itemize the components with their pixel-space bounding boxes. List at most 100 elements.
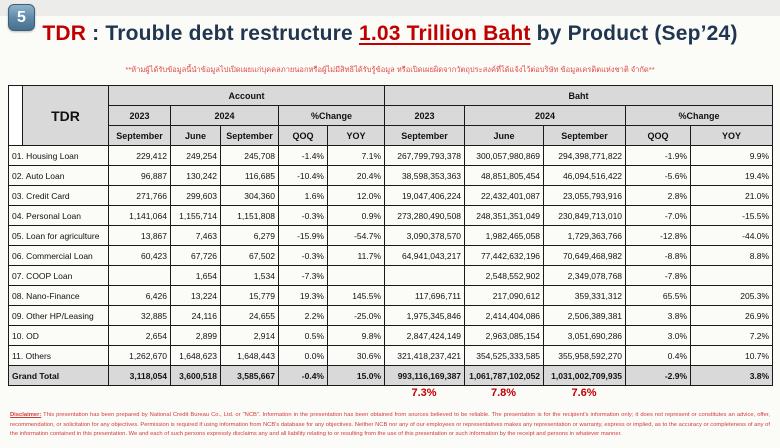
header-account-pct-change: %Change — [277, 105, 386, 126]
cell-baht-jun24: 217,090,612 — [464, 285, 545, 306]
cell-baht-yoy: 10.7% — [690, 345, 774, 366]
cell-account-qoq: -1.4% — [278, 145, 328, 166]
cell-baht-jun24: 48,851,805,454 — [464, 165, 545, 186]
title-highlight: 1.03 Trillion Baht — [358, 22, 531, 45]
cell-baht-qoq: 65.5% — [625, 285, 692, 306]
cell-account-qoq: -0.4% — [278, 365, 328, 386]
cell-baht-qoq: -7.8% — [625, 265, 692, 286]
cell-baht-sep23 — [384, 265, 466, 286]
thai-confidentiality-note: **ห้ามผู้ได้รับข้อมูลนี้นำข้อมูลไปเปิดเผ… — [125, 65, 655, 74]
header-row-sections: TDR Account Baht — [8, 85, 774, 146]
cell-baht-sep24: 2,506,389,381 — [543, 305, 627, 326]
cell-baht-sep24: 3,051,690,286 — [543, 325, 627, 346]
cell-account-sep23 — [108, 265, 171, 286]
table-row: 10. OD 2,654 2,899 2,914 0.5% 9.8% 2,847,424,1… — [8, 325, 774, 346]
cell-account-qoq: 0.5% — [278, 325, 328, 346]
header-baht-2024: 2024 — [464, 105, 627, 126]
table-header: TDR Account Baht 2023 2024 %Change 2023 … — [8, 85, 774, 146]
table-row: 07. COOP Loan 1,654 1,534 -7.3% 2,548,552,90… — [8, 265, 774, 286]
cell-account-sep24: 3,585,667 — [220, 365, 279, 386]
footer-pct-jun24: 7.8% — [490, 387, 517, 399]
grand-total-row: Grand Total 3,118,054 3,600,518 3,585,667 -0… — [8, 365, 774, 386]
cell-account-jun24: 24,116 — [170, 305, 221, 326]
disclaimer: Disclaimer: This presentation has been p… — [10, 411, 770, 440]
cell-baht-yoy: 9.9% — [690, 145, 774, 166]
cell-baht-jun24: 1,982,465,058 — [464, 225, 545, 246]
cell-account-sep23: 3,118,054 — [108, 365, 171, 386]
header-account-sep23: September — [108, 125, 171, 146]
cell-baht-yoy: 26.9% — [690, 305, 774, 326]
cell-baht-yoy: 21.0% — [690, 185, 774, 206]
product-label: 05. Loan for agriculture — [8, 225, 109, 246]
cell-account-sep23: 271,766 — [108, 185, 171, 206]
product-label: 01. Housing Loan — [8, 145, 109, 166]
cell-baht-qoq: -7.0% — [625, 205, 692, 226]
cell-account-qoq: 0.0% — [278, 345, 328, 366]
cell-baht-sep24: 355,958,592,270 — [543, 345, 627, 366]
header-account-yoy: YOY — [326, 125, 386, 146]
cell-account-sep24: 245,708 — [220, 145, 279, 166]
cell-account-sep24: 6,279 — [220, 225, 279, 246]
header-account-2024: 2024 — [170, 105, 279, 126]
tdr-table: TDR Account Baht 2023 2024 %Change 2023 … — [8, 85, 774, 386]
cell-account-jun24: 7,463 — [170, 225, 221, 246]
cell-account-jun24: 13,224 — [170, 285, 221, 306]
table-row: 09. Other HP/Leasing 32,885 24,116 24,655 2.… — [8, 305, 774, 326]
cell-account-qoq: -0.3% — [278, 245, 328, 266]
header-baht-2023: 2023 — [384, 105, 466, 126]
product-label: 08. Nano-Finance — [8, 285, 109, 306]
cell-baht-jun24: 2,963,085,154 — [464, 325, 545, 346]
cell-baht-sep24: 294,398,771,822 — [543, 145, 627, 166]
cell-account-jun24: 2,899 — [170, 325, 221, 346]
cell-baht-sep24: 359,331,312 — [543, 285, 627, 306]
cell-account-jun24: 249,254 — [170, 145, 221, 166]
cell-baht-sep24: 230,849,713,010 — [543, 205, 627, 226]
cell-account-qoq: 19.3% — [278, 285, 328, 306]
cell-account-sep24: 116,685 — [220, 165, 279, 186]
top-band — [0, 0, 780, 16]
cell-account-yoy — [326, 265, 386, 286]
header-baht-pct-change: %Change — [625, 105, 774, 126]
cell-baht-qoq: -12.8% — [625, 225, 692, 246]
cell-account-jun24: 1,648,623 — [170, 345, 221, 366]
cell-baht-sep23: 321,418,237,421 — [384, 345, 466, 366]
cell-account-qoq: -0.3% — [278, 205, 328, 226]
cell-account-qoq: -15.9% — [278, 225, 328, 246]
cell-account-yoy: -25.0% — [326, 305, 386, 326]
cell-baht-sep23: 1,975,345,846 — [384, 305, 466, 326]
header-row-months: September June September QOQ YOY Septemb… — [9, 125, 774, 146]
cell-account-qoq: 2.2% — [278, 305, 328, 326]
cell-account-sep23: 13,867 — [108, 225, 171, 246]
cell-account-sep24: 304,360 — [220, 185, 279, 206]
cell-baht-qoq: -8.8% — [625, 245, 692, 266]
title-tail: by Product (Sep’24) — [530, 22, 738, 45]
cell-account-yoy: 145.5% — [326, 285, 386, 306]
cell-account-yoy: 20.4% — [326, 165, 386, 186]
disclaimer-label: Disclaimer: — [10, 412, 42, 418]
cell-baht-sep23: 3,090,378,570 — [384, 225, 466, 246]
cell-baht-yoy: 205.3% — [690, 285, 774, 306]
cell-baht-sep23: 117,696,711 — [384, 285, 466, 306]
cell-account-qoq: 1.6% — [278, 185, 328, 206]
table-row: 03. Credit Card 271,766 299,603 304,360 1.6%… — [8, 185, 774, 206]
slide-number-badge: 5 — [8, 4, 35, 31]
product-label: 04. Personal Loan — [8, 205, 109, 226]
header-section-baht: Baht — [384, 85, 774, 106]
header-baht-sep23: September — [384, 125, 466, 146]
title-separator: : — [86, 22, 106, 45]
cell-baht-sep24: 46,094,516,422 — [543, 165, 627, 186]
cell-account-yoy: -54.7% — [326, 225, 386, 246]
cell-account-sep23: 229,412 — [108, 145, 171, 166]
cell-account-jun24: 130,242 — [170, 165, 221, 186]
cell-account-sep24: 2,914 — [220, 325, 279, 346]
cell-account-sep24: 24,655 — [220, 305, 279, 326]
cell-baht-yoy: -15.5% — [690, 205, 774, 226]
product-label: 02. Auto Loan — [8, 165, 109, 186]
cell-baht-jun24: 354,525,333,585 — [464, 345, 545, 366]
cell-account-qoq: -10.4% — [278, 165, 328, 186]
cell-baht-yoy: -44.0% — [690, 225, 774, 246]
cell-baht-sep23: 273,280,490,508 — [384, 205, 466, 226]
cell-baht-sep23: 38,598,353,363 — [384, 165, 466, 186]
cell-baht-qoq: 3.8% — [625, 305, 692, 326]
product-label: 09. Other HP/Leasing — [8, 305, 109, 326]
